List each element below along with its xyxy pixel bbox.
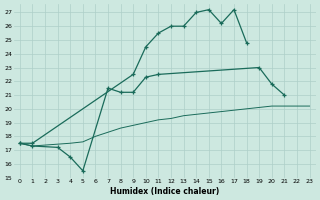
X-axis label: Humidex (Indice chaleur): Humidex (Indice chaleur) bbox=[110, 187, 219, 196]
